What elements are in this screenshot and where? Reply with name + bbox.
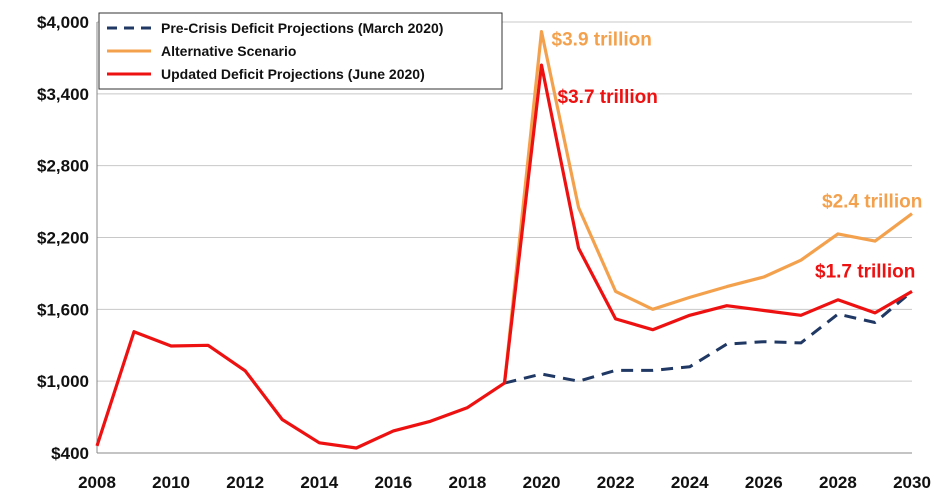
x-tick-label: 2030 (893, 473, 931, 492)
x-tick-label: 2008 (78, 473, 116, 492)
annotation-3-9-trillion: $3.9 trillion (552, 30, 652, 51)
legend-label-pre-crisis-deficit-projections-march-2020: Pre-Crisis Deficit Projections (March 20… (161, 20, 443, 36)
series-line-updated-deficit-projections-june-2020 (95, 63, 913, 450)
y-tick-label: $4,000 (37, 13, 89, 32)
y-tick-label: $2,800 (37, 157, 89, 176)
x-tick-label: 2016 (374, 473, 412, 492)
legend-box (98, 12, 503, 90)
axes (96, 22, 912, 454)
y-tick-label: $3,400 (37, 85, 89, 104)
y-tick-label: $1,000 (37, 372, 89, 391)
y-tick-label: $1,600 (37, 300, 89, 319)
x-tick-label: 2014 (300, 473, 338, 492)
x-tick-label: 2024 (671, 473, 709, 492)
annotation-2-4-trillion: $2.4 trillion (822, 192, 922, 213)
x-tick-label: 2012 (226, 473, 264, 492)
y-axis-ticks: $400 $1,000 $1,600 $2,200 $2,800 $3,400 $4,000 (37, 13, 89, 463)
x-tick-label: 2010 (152, 473, 190, 492)
y-tick-label: $2,200 (37, 229, 89, 248)
series-line-pre-crisis-deficit-projections-march-2020 (504, 290, 913, 385)
x-tick-label: 2028 (819, 473, 857, 492)
y-tick-label: $400 (51, 444, 89, 463)
legend-label-alternative-scenario: Alternative Scenario (161, 43, 296, 59)
annotation-1-7-trillion: $1.7 trillion (815, 261, 915, 282)
x-tick-label: 2020 (523, 473, 561, 492)
x-tick-label: 2026 (745, 473, 783, 492)
series-line-alternative-scenario (502, 30, 913, 384)
x-tick-label: 2022 (597, 473, 635, 492)
series-lines (95, 30, 913, 450)
annotation-3-7-trillion: $3.7 trillion (558, 87, 658, 108)
legend-label-updated-deficit-projections-june-2020: Updated Deficit Projections (June 2020) (161, 66, 425, 82)
legend: Pre-Crisis Deficit Projections (March 20… (98, 12, 503, 90)
x-tick-label: 2018 (449, 473, 487, 492)
annotations: $3.9 trillion $3.7 trillion $2.4 trillion $… (552, 30, 923, 283)
x-axis-ticks: 2008 2010 2012 2014 2016 2018 2020 2022 2024 2026… (78, 473, 931, 492)
